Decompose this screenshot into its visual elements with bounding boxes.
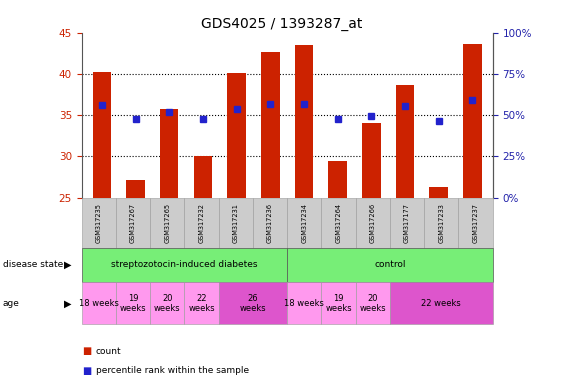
Text: streptozotocin-induced diabetes: streptozotocin-induced diabetes <box>111 260 258 270</box>
Text: disease state: disease state <box>3 260 63 270</box>
Bar <box>328 161 347 198</box>
Bar <box>463 44 482 198</box>
Text: 19
weeks: 19 weeks <box>120 294 146 313</box>
Bar <box>92 72 111 198</box>
Text: age: age <box>3 299 20 308</box>
Text: GSM317265: GSM317265 <box>164 203 170 243</box>
Text: GSM317233: GSM317233 <box>438 203 444 243</box>
Text: 26
weeks: 26 weeks <box>240 294 266 313</box>
Bar <box>194 157 212 198</box>
Text: 19
weeks: 19 weeks <box>325 294 352 313</box>
Text: count: count <box>96 347 122 356</box>
Bar <box>430 187 448 198</box>
Bar <box>126 180 145 198</box>
Text: 18 weeks: 18 weeks <box>79 299 119 308</box>
Text: percentile rank within the sample: percentile rank within the sample <box>96 366 249 375</box>
Text: GDS4025 / 1393287_at: GDS4025 / 1393287_at <box>201 17 362 31</box>
Text: GSM317234: GSM317234 <box>301 203 307 243</box>
Bar <box>362 124 381 198</box>
Text: GSM317232: GSM317232 <box>199 203 204 243</box>
Text: ▶: ▶ <box>64 260 72 270</box>
Text: ▶: ▶ <box>64 298 72 308</box>
Text: 22 weeks: 22 weeks <box>421 299 461 308</box>
Bar <box>160 109 178 198</box>
Text: GSM317231: GSM317231 <box>233 203 239 243</box>
Bar <box>396 84 414 198</box>
Text: 22
weeks: 22 weeks <box>188 294 215 313</box>
Bar <box>261 51 280 198</box>
Text: GSM317235: GSM317235 <box>96 203 102 243</box>
Text: GSM317267: GSM317267 <box>130 203 136 243</box>
Text: 20
weeks: 20 weeks <box>154 294 181 313</box>
Text: GSM317264: GSM317264 <box>336 203 342 243</box>
Text: ■: ■ <box>82 366 91 376</box>
Bar <box>294 45 313 198</box>
Text: GSM317237: GSM317237 <box>472 203 479 243</box>
Text: GSM317177: GSM317177 <box>404 203 410 243</box>
Bar <box>227 73 246 198</box>
Text: ■: ■ <box>82 346 91 356</box>
Text: GSM317236: GSM317236 <box>267 203 273 243</box>
Text: GSM317266: GSM317266 <box>370 203 376 243</box>
Text: 18 weeks: 18 weeks <box>284 299 324 308</box>
Text: control: control <box>374 260 405 270</box>
Text: 20
weeks: 20 weeks <box>359 294 386 313</box>
